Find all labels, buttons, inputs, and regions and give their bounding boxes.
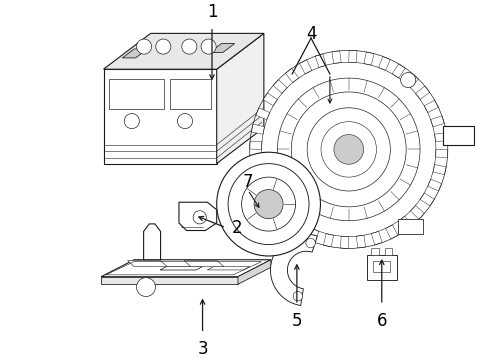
- Circle shape: [177, 113, 193, 129]
- Polygon shape: [127, 261, 167, 267]
- Circle shape: [307, 108, 391, 191]
- Polygon shape: [273, 80, 287, 93]
- Polygon shape: [371, 248, 379, 255]
- Circle shape: [124, 113, 139, 129]
- Polygon shape: [270, 234, 318, 306]
- Polygon shape: [367, 255, 397, 280]
- Polygon shape: [210, 44, 235, 53]
- Polygon shape: [259, 186, 273, 199]
- Polygon shape: [268, 199, 282, 213]
- Polygon shape: [109, 78, 164, 109]
- Circle shape: [217, 152, 320, 256]
- Polygon shape: [207, 266, 250, 270]
- Polygon shape: [299, 60, 312, 74]
- Polygon shape: [332, 51, 341, 64]
- Polygon shape: [424, 100, 439, 113]
- Polygon shape: [103, 69, 217, 163]
- Polygon shape: [379, 57, 390, 71]
- Polygon shape: [436, 149, 448, 158]
- Text: 1: 1: [207, 3, 217, 21]
- Circle shape: [306, 238, 315, 248]
- Circle shape: [242, 177, 295, 231]
- Polygon shape: [263, 93, 277, 106]
- Text: 3: 3: [197, 340, 208, 358]
- Polygon shape: [170, 78, 211, 109]
- Polygon shape: [315, 54, 326, 67]
- Circle shape: [193, 211, 206, 224]
- Polygon shape: [103, 33, 264, 69]
- Circle shape: [137, 39, 151, 54]
- Circle shape: [277, 78, 420, 221]
- Polygon shape: [373, 261, 390, 272]
- Circle shape: [228, 164, 309, 244]
- Polygon shape: [217, 33, 264, 163]
- Polygon shape: [416, 86, 430, 99]
- Polygon shape: [122, 49, 147, 58]
- Circle shape: [321, 122, 376, 177]
- Circle shape: [293, 292, 302, 301]
- Polygon shape: [392, 64, 405, 78]
- Polygon shape: [420, 193, 434, 206]
- Polygon shape: [433, 165, 446, 175]
- Circle shape: [201, 39, 216, 54]
- Polygon shape: [101, 260, 271, 277]
- Polygon shape: [323, 234, 334, 247]
- Circle shape: [401, 72, 416, 87]
- Text: 4: 4: [306, 25, 316, 43]
- Polygon shape: [356, 235, 366, 248]
- Polygon shape: [160, 266, 202, 270]
- Polygon shape: [256, 108, 270, 120]
- Polygon shape: [253, 172, 267, 183]
- Polygon shape: [238, 260, 271, 284]
- Polygon shape: [307, 228, 319, 242]
- Polygon shape: [364, 52, 374, 65]
- Polygon shape: [251, 124, 265, 134]
- Polygon shape: [405, 74, 418, 88]
- Polygon shape: [184, 261, 224, 267]
- Polygon shape: [101, 277, 238, 284]
- Circle shape: [182, 39, 197, 54]
- Circle shape: [334, 135, 364, 164]
- Text: 5: 5: [292, 312, 302, 330]
- Polygon shape: [250, 157, 263, 166]
- Circle shape: [156, 39, 171, 54]
- Text: 7: 7: [243, 174, 253, 192]
- Polygon shape: [144, 224, 161, 260]
- Polygon shape: [279, 211, 293, 225]
- Polygon shape: [398, 219, 423, 234]
- Polygon shape: [431, 116, 444, 127]
- Circle shape: [292, 92, 406, 207]
- Polygon shape: [341, 236, 349, 248]
- Circle shape: [254, 190, 283, 219]
- Polygon shape: [250, 141, 262, 149]
- Polygon shape: [435, 132, 447, 142]
- Polygon shape: [399, 216, 412, 230]
- Polygon shape: [160, 266, 202, 270]
- Text: 6: 6: [376, 312, 387, 330]
- Polygon shape: [371, 231, 382, 245]
- Polygon shape: [349, 50, 357, 63]
- Polygon shape: [179, 202, 217, 230]
- Text: 2: 2: [232, 219, 243, 237]
- Polygon shape: [386, 225, 398, 239]
- Polygon shape: [411, 206, 424, 219]
- Polygon shape: [428, 179, 441, 191]
- Polygon shape: [285, 68, 299, 83]
- Polygon shape: [443, 126, 474, 145]
- Polygon shape: [292, 221, 305, 235]
- Circle shape: [137, 278, 155, 297]
- Polygon shape: [385, 248, 392, 255]
